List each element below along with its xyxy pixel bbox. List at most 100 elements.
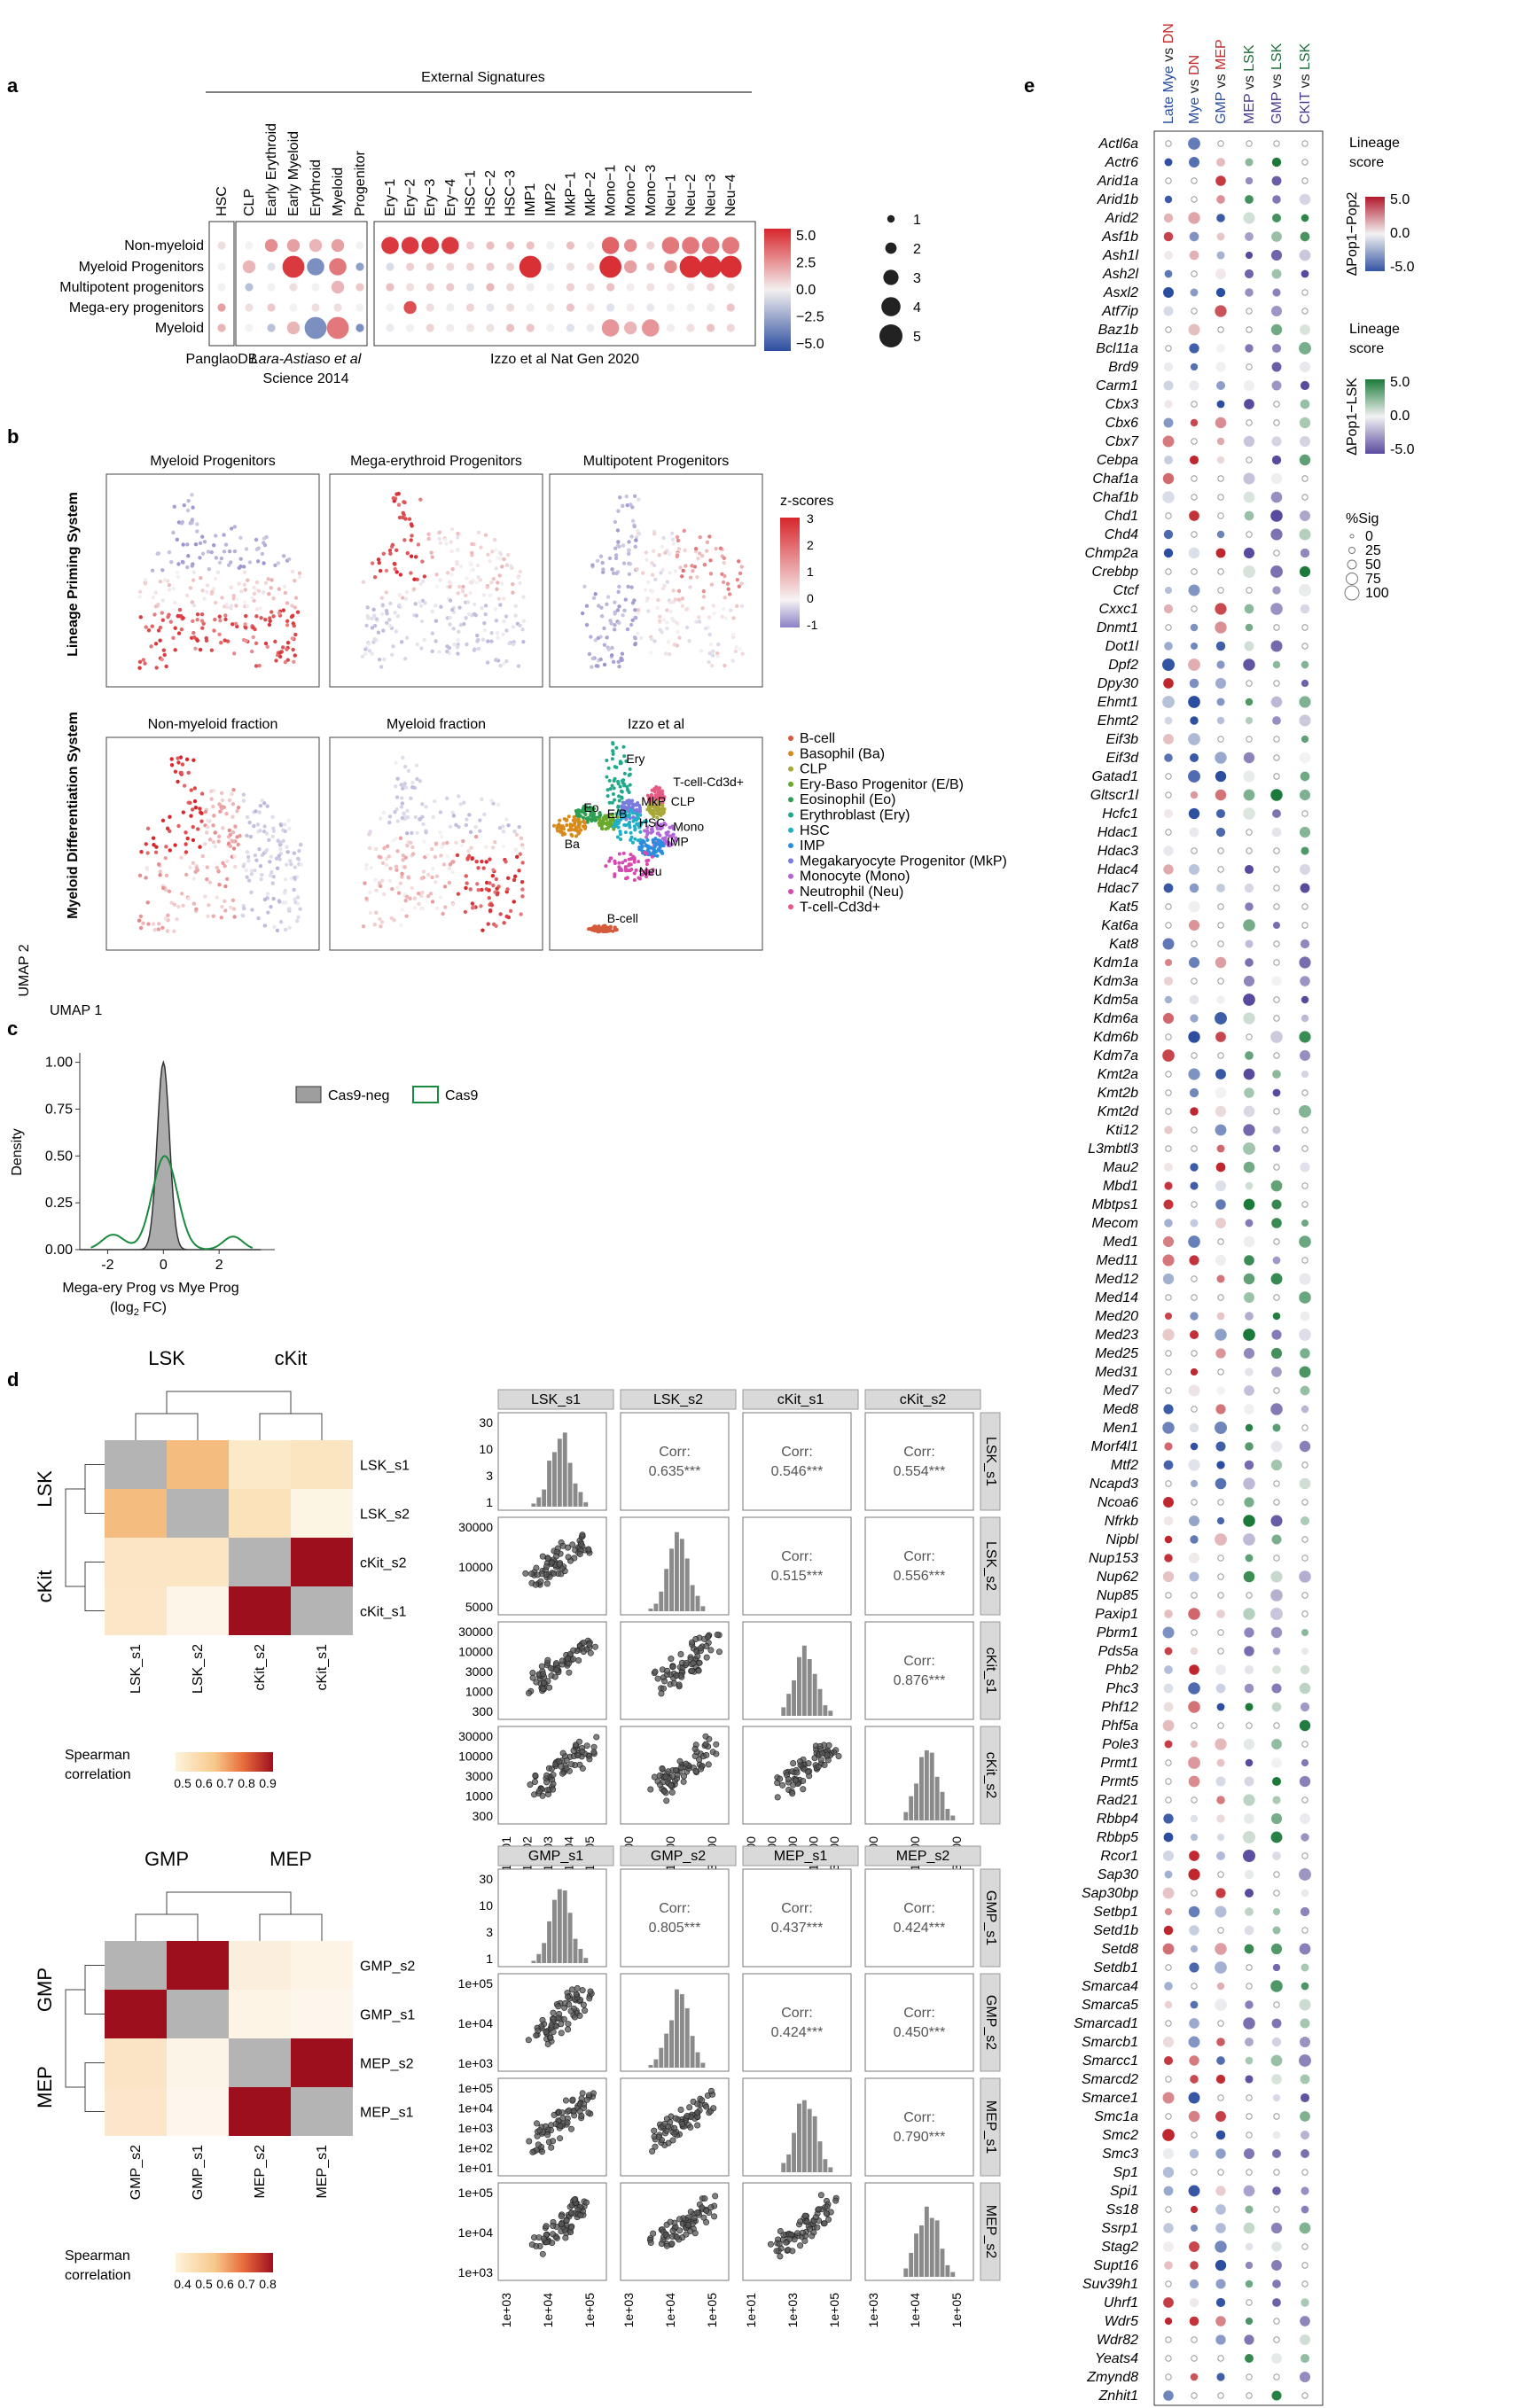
e-dot <box>1216 1814 1225 1823</box>
e-gene-label: Kmt2b <box>1098 1086 1138 1101</box>
umap-point <box>676 597 681 602</box>
umap-point <box>474 859 479 864</box>
umap-point <box>151 922 156 926</box>
e-dot <box>1164 716 1173 725</box>
hm-cell <box>291 1990 353 2038</box>
e-dot <box>1188 807 1200 820</box>
cluster-point <box>581 815 585 820</box>
pairs-point <box>817 2192 824 2199</box>
umap-point <box>421 822 426 827</box>
umap-point <box>211 542 216 548</box>
pairs-point <box>579 1531 586 1539</box>
umap-point <box>420 802 425 807</box>
a-col-label: Neu−1 <box>663 174 678 216</box>
umap-point <box>483 533 488 537</box>
e-dot <box>1270 1608 1283 1620</box>
umap-point <box>387 854 392 859</box>
umap-point <box>151 595 155 600</box>
legend-label: HSC <box>800 823 830 838</box>
umap-point <box>191 630 196 635</box>
umap-point <box>448 824 453 830</box>
e-dot <box>1163 1683 1174 1694</box>
e-dot <box>1301 1461 1309 1469</box>
e-sig-dot <box>1344 585 1360 601</box>
umap-point <box>677 635 682 640</box>
umap-point <box>262 923 268 928</box>
e-dot <box>1245 1368 1254 1376</box>
pairs-cell <box>742 1973 852 2072</box>
umap-point <box>145 851 150 855</box>
cluster-point <box>615 814 620 819</box>
e-dot <box>1189 1255 1199 1266</box>
umap-point <box>484 860 488 864</box>
umap-point <box>675 534 680 540</box>
umap-point <box>468 830 473 835</box>
e-dot <box>1272 809 1281 818</box>
e-dot <box>1190 288 1199 297</box>
e-dot <box>1188 212 1200 224</box>
cluster-point <box>647 870 652 875</box>
e-dot <box>1217 1499 1224 1506</box>
umap-point <box>231 787 236 792</box>
e-dot <box>1271 2074 1282 2085</box>
umap-point <box>464 593 468 598</box>
e-gene-label: Hcfc1 <box>1102 807 1138 822</box>
pairs-point <box>590 1743 598 1750</box>
pairs-hist-bar <box>792 2132 796 2172</box>
umap-point <box>168 620 173 624</box>
pairs-point <box>711 2213 718 2220</box>
pairs-hist-bar <box>648 2065 653 2068</box>
row-label-myeloid-diff: Myeloid Differentiation System <box>66 712 81 919</box>
e-gene-label: Dnmt1 <box>1097 620 1138 635</box>
pairs-point <box>583 1742 590 1750</box>
e-dot <box>1215 2240 1227 2253</box>
e-dot <box>1271 175 1282 186</box>
umap-point <box>472 905 476 909</box>
umap-point <box>494 566 499 571</box>
e-dot <box>1299 1291 1311 1304</box>
umap-point <box>137 595 142 599</box>
pairs-point <box>577 2212 584 2219</box>
pairs-point <box>537 1578 544 1586</box>
a-dot <box>506 303 515 312</box>
umap-point <box>204 635 208 641</box>
umap-point <box>479 545 483 549</box>
umap-point <box>438 541 443 545</box>
e-dot <box>1162 1273 1175 1285</box>
e-dot <box>1301 214 1309 222</box>
umap-point <box>395 868 399 872</box>
umap-point <box>673 597 677 602</box>
umap-point <box>626 548 631 552</box>
cluster-point <box>614 928 619 932</box>
umap-point <box>251 625 255 630</box>
e-dot <box>1164 1535 1173 1544</box>
e-gene-label: Sap30bp <box>1082 1886 1138 1901</box>
umap-point <box>199 612 205 617</box>
e-gene-label: Ash2l <box>1102 267 1138 282</box>
cluster-point <box>618 812 622 816</box>
e-dot <box>1164 1219 1173 1227</box>
umap-point <box>238 557 243 561</box>
e-dot <box>1273 2318 1280 2325</box>
cluster-point <box>619 837 623 841</box>
pairs-point <box>532 1772 539 1779</box>
legend-dot <box>788 751 793 757</box>
e-dot <box>1165 791 1172 799</box>
umap-point <box>707 651 712 656</box>
umap-point <box>701 588 707 594</box>
umap-point <box>722 556 727 561</box>
umap-point <box>149 644 153 649</box>
umap-point <box>182 783 187 788</box>
umap-point <box>211 823 215 828</box>
cluster-point <box>661 796 666 800</box>
e-dot <box>1245 1907 1254 1916</box>
umap-point <box>293 605 298 610</box>
umap-point <box>448 615 452 620</box>
e-dot <box>1216 1796 1225 1804</box>
e-dot <box>1300 771 1310 782</box>
umap-point <box>206 824 210 830</box>
a-dot <box>217 283 226 292</box>
e-gene-label: Sp1 <box>1113 2165 1138 2180</box>
pairs-hist-bar <box>684 2007 690 2068</box>
umap-point <box>605 595 611 599</box>
